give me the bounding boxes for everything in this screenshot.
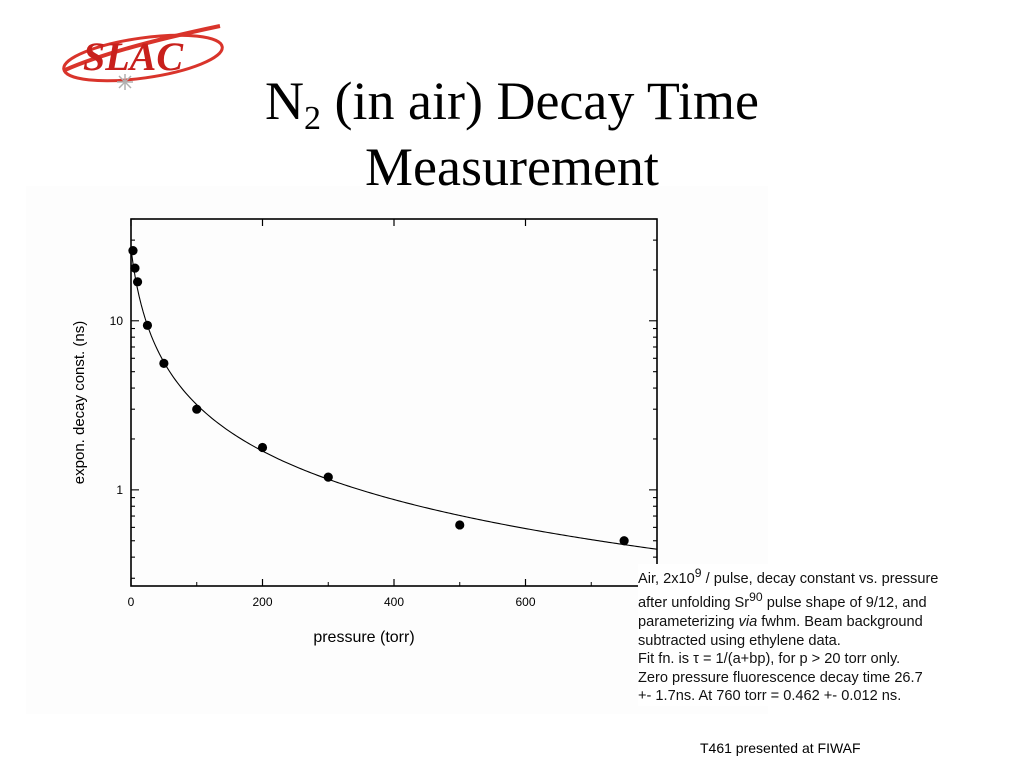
labels-layer: 0 200 400 600 1 10 pressure (torr) expon. decay… xyxy=(71,314,536,646)
plot-frame xyxy=(130,218,658,587)
data-point xyxy=(130,263,140,273)
exponent-9: 9 xyxy=(694,566,702,580)
y-tick-label: 1 xyxy=(116,483,123,497)
data-point xyxy=(257,442,268,453)
note-line-6: Zero pressure fluorescence decay time 26… xyxy=(638,669,923,686)
note-line-1: Air, 2x109 / pulse, decay constant vs. p… xyxy=(638,566,939,587)
data-point xyxy=(159,358,169,368)
axes-layer xyxy=(130,218,658,587)
data-point xyxy=(132,277,143,287)
x-axis-label: pressure (torr) xyxy=(313,629,414,646)
logo-text: SLAC xyxy=(83,34,184,79)
note-line-2: after unfolding Sr90 pulse shape of 9/12… xyxy=(638,590,927,612)
title-subscript: 2 xyxy=(304,100,322,137)
isotope-superscript: 90 xyxy=(749,590,763,605)
x-tick-label: 200 xyxy=(252,595,272,609)
note-line-4: subtracted using ethylene data. xyxy=(638,632,841,649)
footer-text: T461 presented at FIWAF xyxy=(700,740,861,756)
x-tick-label: 600 xyxy=(515,595,535,609)
note-line-3: parameterizing via fwhm. Beam background xyxy=(638,613,923,630)
title-rest: (in air) Decay Time xyxy=(321,71,759,131)
slac-logo: SLAC xyxy=(62,24,224,90)
data-point xyxy=(619,536,629,546)
points-layer xyxy=(128,246,629,546)
x-tick-label: 400 xyxy=(384,595,404,609)
slide-title: N2 (in air) Decay Time Measurement xyxy=(150,68,874,200)
caption-note: Air, 2x109 / pulse, decay constant vs. p… xyxy=(638,564,1018,706)
decay-chart: 0 200 400 600 1 10 pressure (torr) expon. decay… xyxy=(71,218,658,646)
fit-curve xyxy=(130,248,658,550)
data-point xyxy=(192,404,202,414)
title-n: N xyxy=(265,71,305,131)
title-line-1: N2 (in air) Decay Time xyxy=(150,68,874,137)
fit-curve-layer xyxy=(130,248,658,550)
x-tick-label: 0 xyxy=(128,595,135,609)
y-axis-label: expon. decay const. (ns) xyxy=(71,321,88,484)
data-point xyxy=(142,320,153,330)
data-point xyxy=(455,520,465,530)
y-tick-label: 10 xyxy=(110,314,124,328)
data-point xyxy=(128,246,138,256)
data-point xyxy=(323,472,333,482)
note-line-5: Fit fn. is τ = 1/(a+bp), for p > 20 torr… xyxy=(638,651,901,668)
note-line-7: +- 1.7ns. At 760 torr = 0.462 +- 0.012 n… xyxy=(638,688,902,705)
